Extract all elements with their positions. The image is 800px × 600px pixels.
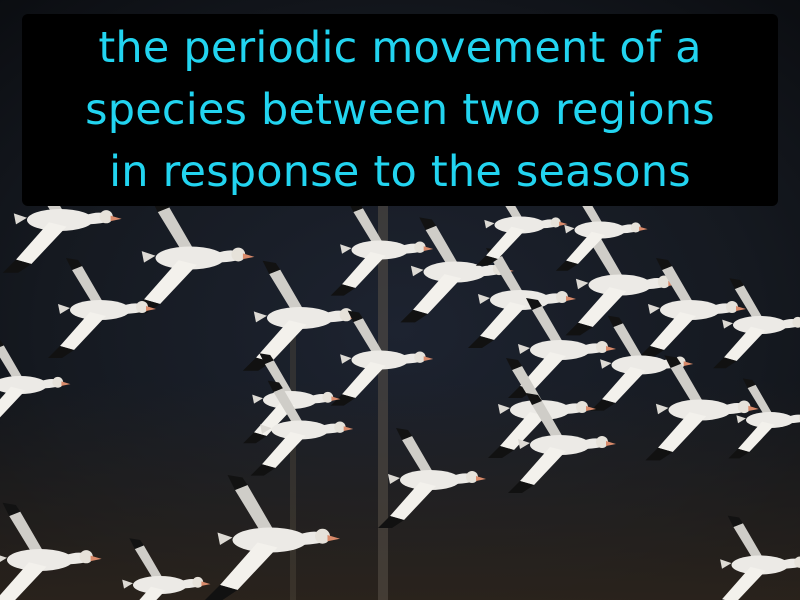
definition-caption: the periodic movement of a species betwe… [22, 14, 778, 206]
caption-line-2: species between two regions [85, 85, 715, 135]
caption-line-3: in response to the seasons [109, 147, 691, 197]
caption-line-1: the periodic movement of a [98, 23, 702, 73]
